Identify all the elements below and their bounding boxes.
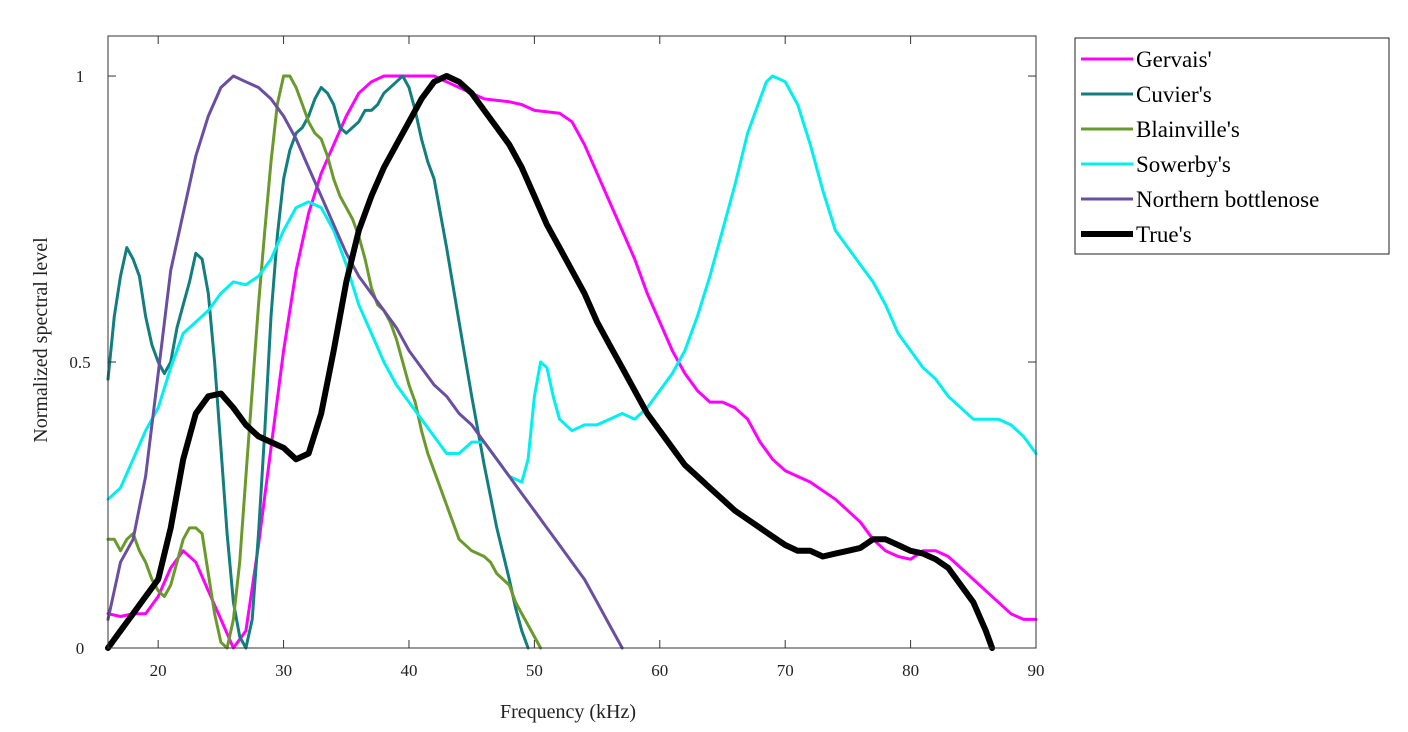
x-tick-label: 90 [1028, 661, 1045, 680]
series-layer [105, 73, 1038, 651]
series-line-1 [106, 74, 530, 650]
x-tick-label: 80 [902, 661, 919, 680]
legend-items: Gervais' Cuvier's Blainville's Sowerby's Nor… [1081, 47, 1319, 247]
x-tick-label: 70 [777, 661, 794, 680]
plot-frame [107, 35, 1037, 649]
legend-label-4: Northern bottlenose [1136, 187, 1319, 212]
x-axis-label: Frequency (kHz) [500, 701, 636, 723]
series-line-3 [106, 74, 1038, 501]
x-tick-label: 20 [150, 661, 167, 680]
legend-label-1: Cuvier's [1136, 82, 1212, 107]
legend-label-0: Gervais' [1136, 47, 1212, 72]
legend-label-2: Blainville's [1136, 117, 1240, 142]
legend-label-3: Sowerby's [1136, 152, 1231, 177]
legend-box [1074, 37, 1390, 255]
y-axis-label: Normalized spectral level [30, 237, 52, 443]
x-tick-label: 60 [651, 661, 668, 680]
series-line-5 [105, 73, 996, 651]
legend: Gervais' Cuvier's Blainville's Sowerby's Nor… [1074, 37, 1390, 255]
series-line-4 [106, 74, 624, 650]
x-axis: 20 30 40 50 60 70 80 90 [150, 36, 1045, 680]
x-tick-label: 30 [275, 661, 292, 680]
y-tick-label: 1 [76, 67, 85, 86]
x-tick-label: 50 [526, 661, 543, 680]
y-tick-label: 0 [76, 639, 85, 658]
y-axis: 00.51 [69, 67, 1036, 658]
legend-label-5: True's [1136, 222, 1192, 247]
x-tick-label: 40 [400, 661, 417, 680]
series-line-2 [106, 74, 543, 650]
y-tick-label: 0.5 [69, 353, 90, 372]
